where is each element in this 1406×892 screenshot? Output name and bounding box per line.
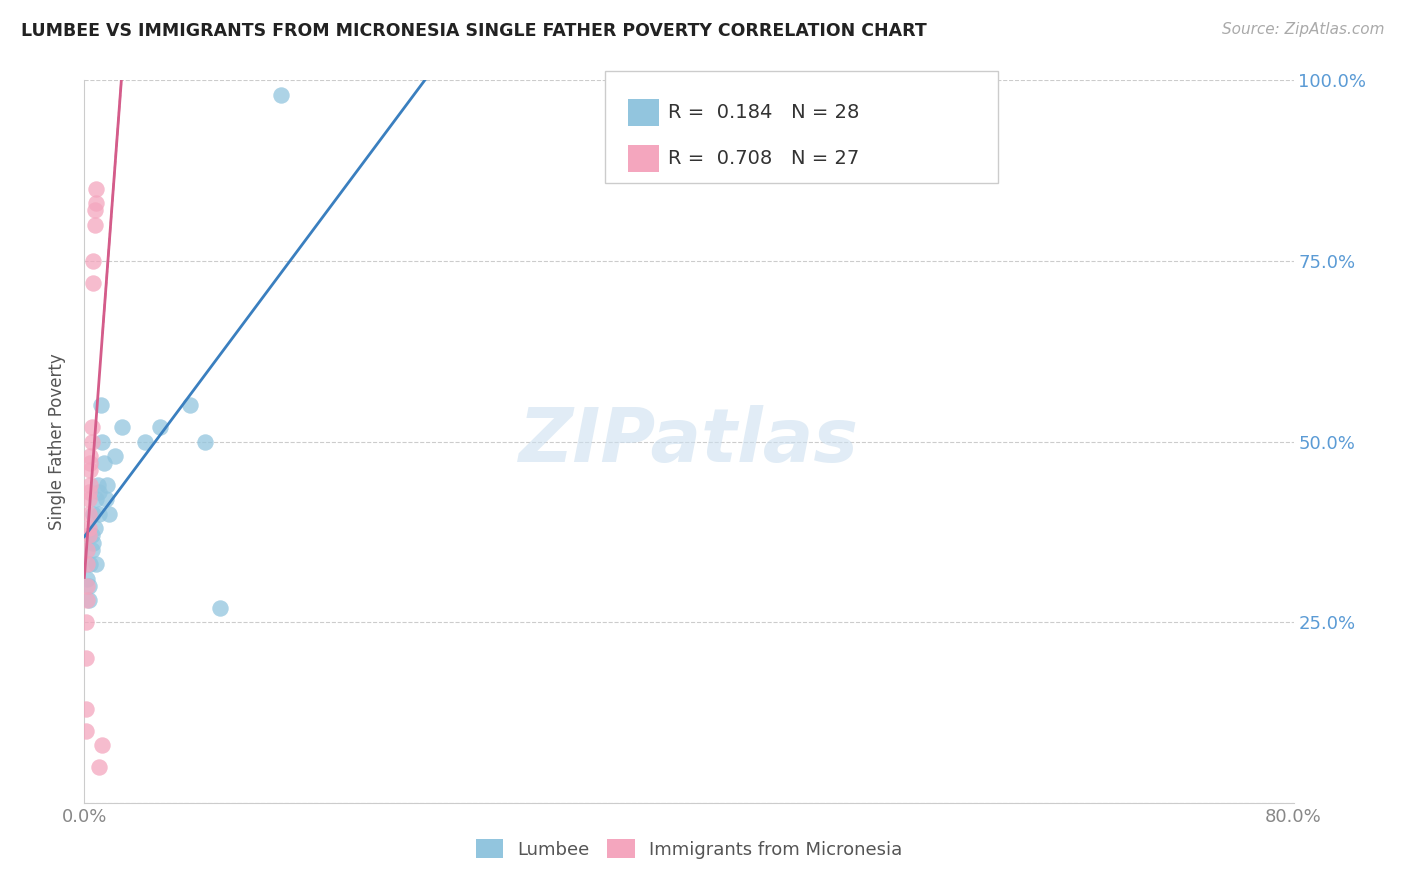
- Text: LUMBEE VS IMMIGRANTS FROM MICRONESIA SINGLE FATHER POVERTY CORRELATION CHART: LUMBEE VS IMMIGRANTS FROM MICRONESIA SIN…: [21, 22, 927, 40]
- Text: R =  0.708   N = 27: R = 0.708 N = 27: [668, 149, 859, 168]
- Point: [80, 420, 103, 434]
- Legend: Lumbee, Immigrants from Micronesia: Lumbee, Immigrants from Micronesia: [468, 832, 910, 866]
- Point: [80, 542, 103, 557]
- Point: [77, 507, 100, 521]
- Point: [80, 528, 103, 542]
- Point: [270, 87, 292, 102]
- Point: [82, 507, 104, 521]
- Point: [77, 528, 100, 542]
- Point: [76, 542, 98, 557]
- Point: [77, 485, 100, 500]
- Point: [82, 276, 104, 290]
- Point: [94, 492, 117, 507]
- Point: [179, 398, 201, 412]
- Point: [90, 398, 112, 412]
- Point: [77, 521, 100, 535]
- Point: [86, 182, 108, 196]
- Point: [97, 507, 120, 521]
- Y-axis label: Single Father Poverty: Single Father Poverty: [48, 353, 66, 530]
- Text: R =  0.184   N = 28: R = 0.184 N = 28: [668, 103, 859, 122]
- Point: [84, 521, 107, 535]
- Point: [134, 434, 156, 449]
- Point: [77, 579, 100, 593]
- Point: [80, 434, 103, 449]
- Text: ZIPatlas: ZIPatlas: [519, 405, 859, 478]
- Point: [79, 558, 101, 572]
- Point: [86, 196, 108, 211]
- Point: [77, 492, 100, 507]
- Point: [111, 420, 134, 434]
- Point: [75, 702, 97, 716]
- Point: [77, 593, 100, 607]
- Point: [82, 535, 104, 549]
- Point: [84, 203, 107, 218]
- Point: [82, 253, 104, 268]
- Point: [87, 478, 110, 492]
- Text: Source: ZipAtlas.com: Source: ZipAtlas.com: [1222, 22, 1385, 37]
- Point: [149, 420, 172, 434]
- Point: [79, 463, 101, 477]
- Point: [79, 478, 101, 492]
- Point: [76, 572, 98, 586]
- Point: [75, 651, 97, 665]
- Point: [79, 456, 101, 470]
- Point: [96, 478, 118, 492]
- Point: [89, 507, 111, 521]
- Point: [194, 434, 217, 449]
- Point: [93, 456, 115, 470]
- Point: [91, 738, 114, 752]
- Point: [75, 615, 97, 630]
- Point: [76, 579, 98, 593]
- Point: [86, 558, 108, 572]
- Point: [209, 600, 232, 615]
- Point: [86, 492, 108, 507]
- Point: [89, 760, 111, 774]
- Point: [76, 558, 98, 572]
- Point: [79, 449, 101, 463]
- Point: [104, 449, 127, 463]
- Point: [84, 218, 107, 232]
- Point: [89, 485, 111, 500]
- Point: [76, 593, 98, 607]
- Point: [75, 723, 97, 738]
- Point: [91, 434, 114, 449]
